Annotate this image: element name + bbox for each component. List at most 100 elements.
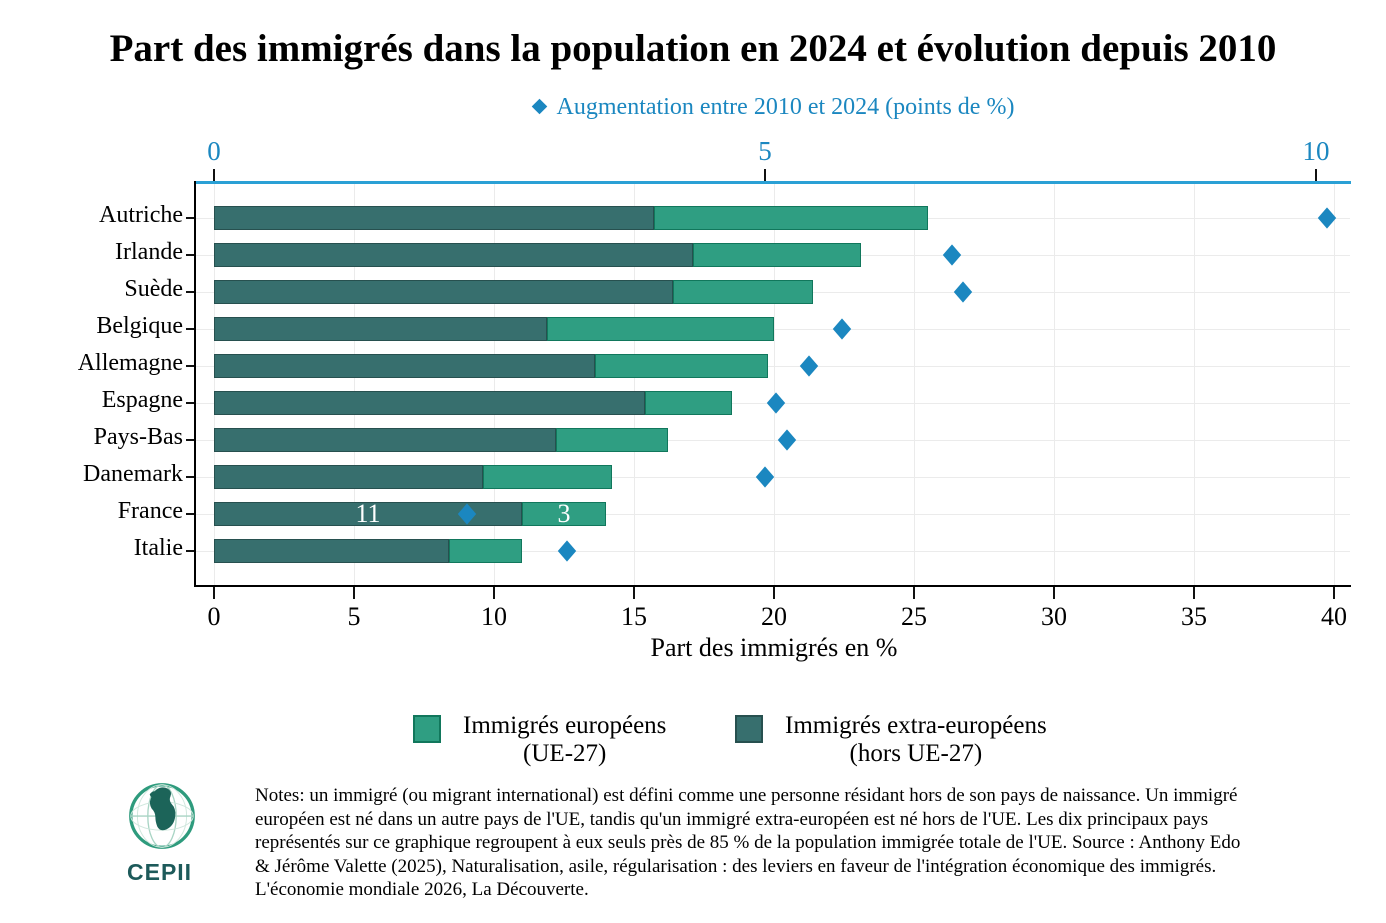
category-tick-danemark	[186, 476, 195, 478]
legend-item-eu: Immigrés européens (UE-27)	[413, 712, 666, 768]
left-axis-line	[194, 181, 196, 587]
gridline-v-10	[494, 184, 495, 585]
bottom-tick-10	[493, 587, 495, 599]
bottom-tick-20	[773, 587, 775, 599]
legend-swatch-eu	[413, 715, 441, 743]
bar-pays-bas-eu	[555, 428, 668, 452]
globe-icon	[129, 783, 195, 849]
cepii-wordmark: CEPII	[127, 859, 193, 885]
bottom-tick-label-40: 40	[1321, 602, 1347, 631]
chart-title: Part des immigrés dans la population en …	[109, 27, 1277, 70]
gridline-v-0	[214, 184, 215, 585]
bottom-tick-label-25: 25	[901, 602, 927, 631]
bar-danemark-eu	[482, 465, 612, 489]
bar-irlande-extra-eu	[214, 243, 693, 267]
top-axis-line	[195, 181, 1351, 184]
gridline-v-5	[354, 184, 355, 585]
bottom-tick-label-20: 20	[761, 602, 787, 631]
top-axis-legend: Augmentation entre 2010 et 2024 (points …	[214, 94, 1334, 121]
diamond-suede	[954, 281, 973, 303]
category-tick-italie	[186, 550, 195, 552]
bar-belgique-extra-eu	[214, 317, 548, 341]
category-tick-france	[186, 513, 195, 515]
gridline-h-pays-bas	[196, 440, 1350, 441]
diamond-icon	[531, 98, 547, 115]
category-label-france: France	[117, 498, 183, 524]
bottom-tick-15	[633, 587, 635, 599]
gridline-v-30	[1054, 184, 1055, 585]
gridline-v-40	[1334, 184, 1335, 585]
category-tick-belgique	[186, 328, 195, 330]
legend-label-eu-line2: (UE-27)	[523, 740, 607, 767]
bar-france-eu	[522, 502, 606, 526]
bottom-tick-label-35: 35	[1181, 602, 1207, 631]
bottom-axis-line	[194, 585, 1351, 587]
legend-label-eu: Immigrés européens (UE-27)	[463, 712, 666, 768]
legend-label-extra-eu: Immigrés extra-européens (hors UE-27)	[785, 712, 1047, 768]
bar-danemark-extra-eu	[214, 465, 483, 489]
category-tick-suede	[186, 291, 195, 293]
legend-label-eu-line1: Immigrés européens	[463, 712, 667, 739]
bottom-tick-label-10: 10	[481, 602, 507, 631]
category-label-espagne: Espagne	[101, 387, 183, 413]
gridline-v-15	[634, 184, 635, 585]
top-tick-0	[213, 169, 215, 181]
notes-text: Notes: un immigré (ou migrant internatio…	[255, 785, 1241, 900]
bottom-tick-label-0: 0	[207, 602, 221, 631]
category-tick-irlande	[186, 254, 195, 256]
cepii-logo: CEPII	[127, 781, 207, 886]
bottom-tick-label-30: 30	[1041, 602, 1067, 631]
gridline-v-25	[914, 184, 915, 585]
bottom-tick-40	[1333, 587, 1335, 599]
category-label-allemagne: Allemagne	[77, 350, 183, 376]
legend-label-extra-eu-line1: Immigrés extra-européens	[785, 712, 1047, 739]
bottom-tick-label-5: 5	[347, 602, 361, 631]
category-tick-autriche	[186, 217, 195, 219]
bar-belgique-eu	[547, 317, 774, 341]
category-label-pays-bas: Pays-Bas	[93, 424, 183, 450]
legend-label-extra-eu-line2: (hors UE-27)	[849, 740, 983, 767]
bottom-tick-35	[1193, 587, 1195, 599]
bar-label-france-extra-eu: 11	[355, 499, 381, 528]
category-label-danemark: Danemark	[83, 461, 183, 487]
gridline-v-20	[774, 184, 775, 585]
bar-label-france-eu: 3	[557, 499, 571, 528]
bottom-tick-0	[213, 587, 215, 599]
bar-allemagne-eu	[594, 354, 769, 378]
bottom-tick-30	[1053, 587, 1055, 599]
category-label-irlande: Irlande	[115, 239, 183, 265]
bar-espagne-extra-eu	[214, 391, 646, 415]
gridline-h-france	[196, 514, 1350, 515]
top-tick-label-0: 0	[207, 136, 221, 166]
top-tick-label-5: 5	[758, 136, 772, 166]
top-tick-label-10: 10	[1302, 136, 1330, 166]
diamond-belgique	[832, 318, 852, 340]
diamond-espagne	[766, 392, 786, 414]
bar-italie-extra-eu	[214, 539, 450, 563]
legend-swatch-extra-eu	[735, 715, 763, 743]
category-label-suede: Suède	[124, 276, 183, 302]
top-axis-legend-label: Augmentation entre 2010 et 2024 (points …	[556, 94, 1015, 120]
category-label-belgique: Belgique	[96, 313, 183, 339]
gridline-h-italie	[196, 551, 1350, 552]
diamond-danemark	[755, 466, 775, 488]
bar-italie-eu	[449, 539, 522, 563]
bar-autriche-eu	[653, 206, 928, 230]
bar-autriche-extra-eu	[214, 206, 654, 230]
bar-suede-extra-eu	[214, 280, 674, 304]
bar-suede-eu	[673, 280, 814, 304]
diamond-italie	[557, 540, 576, 562]
top-tick-5	[764, 169, 766, 181]
legend-item-extra-eu: Immigrés extra-européens (hors UE-27)	[735, 712, 1047, 768]
bar-espagne-eu	[645, 391, 732, 415]
gridline-h-allemagne	[196, 366, 1350, 367]
category-label-autriche: Autriche	[99, 202, 183, 228]
category-label-italie: Italie	[133, 535, 183, 561]
diamond-pays-bas	[777, 429, 797, 451]
bar-allemagne-extra-eu	[214, 354, 595, 378]
gridline-v-35	[1194, 184, 1195, 585]
category-tick-allemagne	[186, 365, 195, 367]
diamond-irlande	[943, 244, 962, 266]
bottom-tick-label-15: 15	[621, 602, 647, 631]
